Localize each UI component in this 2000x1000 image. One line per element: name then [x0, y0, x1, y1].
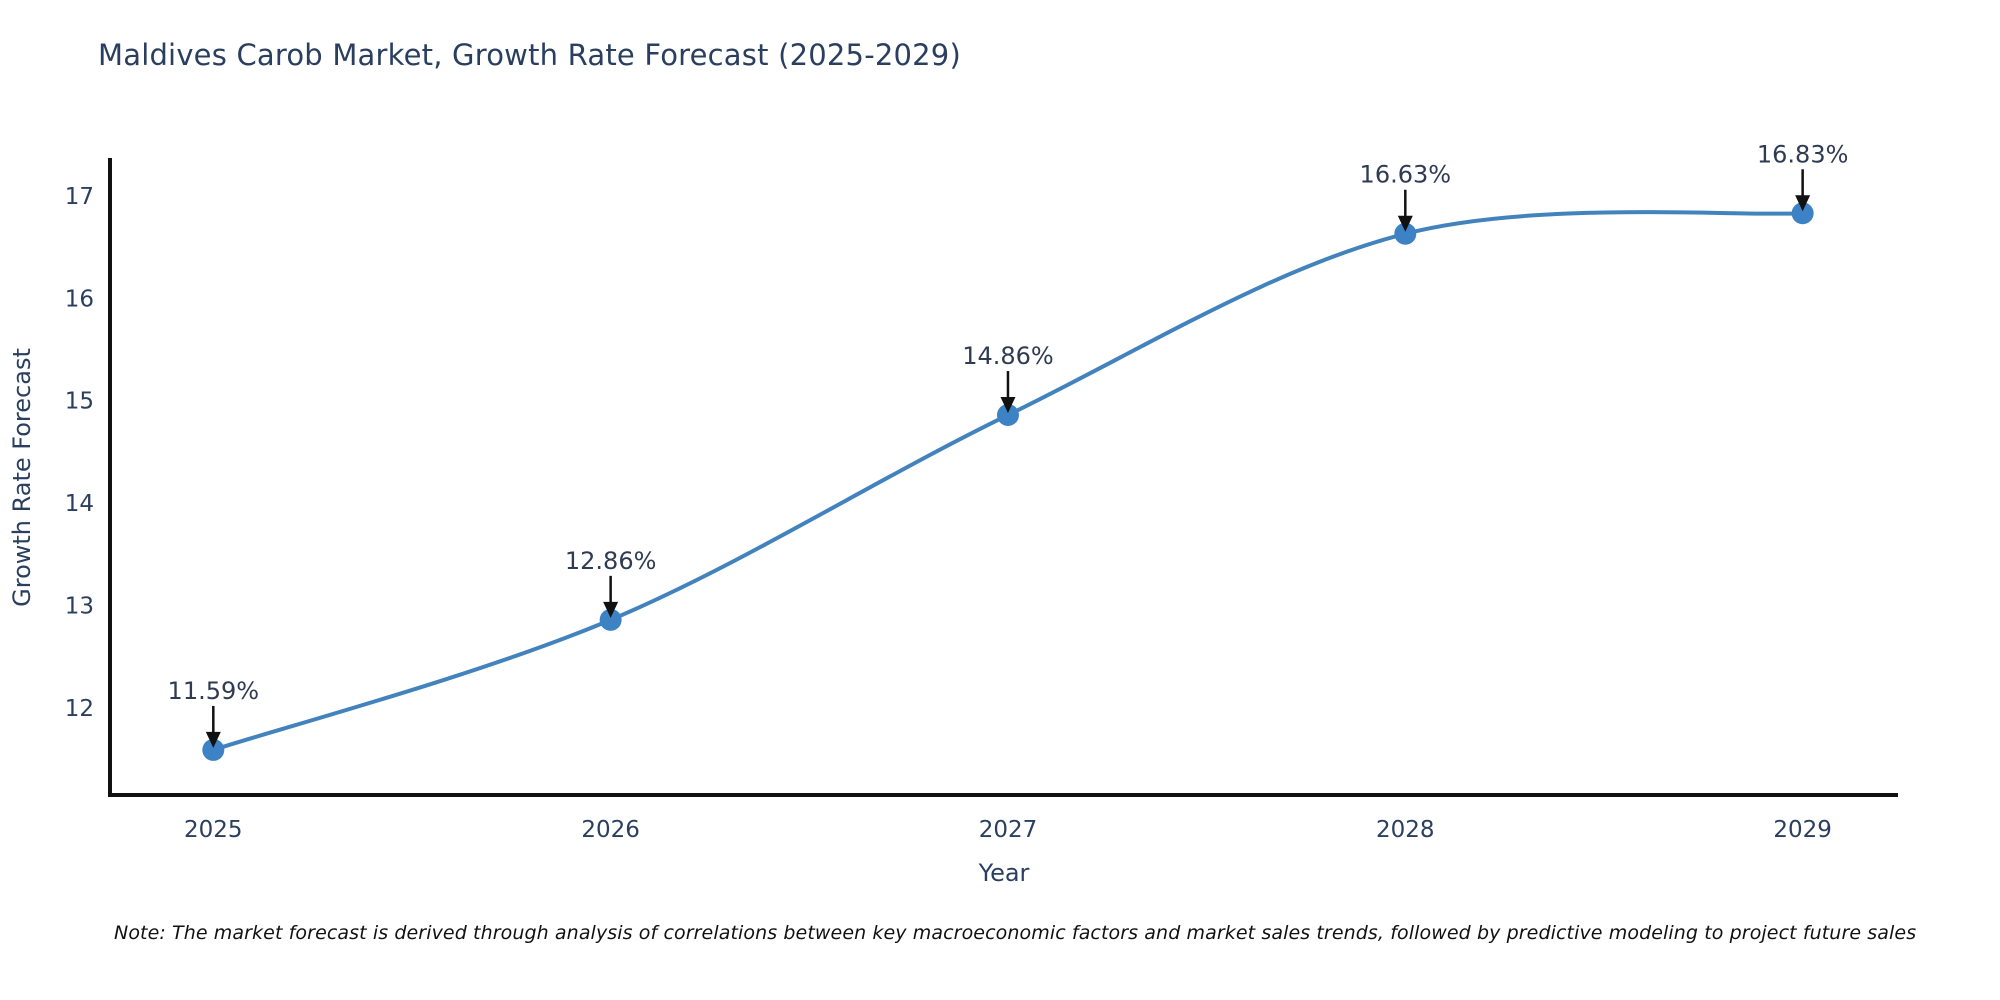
- annotation-label: 11.59%: [168, 677, 260, 705]
- footnote-text: Note: The market forecast is derived thr…: [114, 922, 1917, 944]
- y-tick-label: 12: [65, 696, 94, 722]
- x-tick-label: 2025: [184, 817, 243, 843]
- annotation-label: 14.86%: [962, 342, 1054, 370]
- data-point-marker[interactable]: [1791, 202, 1814, 225]
- data-point-marker[interactable]: [996, 404, 1019, 427]
- chart-canvas[interactable]: 12 13 14 15 16 17 2025 2026 2027 2028 2029 Year Grow…: [0, 0, 2000, 900]
- annotation-label: 16.63%: [1360, 161, 1452, 189]
- annotation-arrow-head: [1000, 397, 1016, 414]
- y-tick-label: 14: [65, 491, 94, 517]
- annotation-arrow-head: [1795, 195, 1811, 212]
- x-tick-label: 2029: [1773, 817, 1832, 843]
- y-tick-label: 16: [65, 286, 94, 312]
- data-point-marker[interactable]: [599, 608, 622, 631]
- annotation-arrow-head: [1397, 215, 1413, 232]
- x-tick-label: 2026: [581, 817, 640, 843]
- chart-title: Maldives Carob Market, Growth Rate Forec…: [98, 38, 961, 72]
- y-tick-label: 13: [65, 594, 94, 620]
- forecast-line: [211, 210, 1805, 752]
- x-tick-label: 2028: [1376, 817, 1435, 843]
- annotation-label: 16.83%: [1757, 140, 1849, 168]
- y-axis-title: Growth Rate Forecast: [8, 348, 36, 607]
- annotation-arrow-head: [205, 731, 221, 748]
- x-tick-label: 2027: [979, 817, 1038, 843]
- annotation-arrow-head: [603, 601, 619, 618]
- y-tick-label: 17: [65, 184, 94, 210]
- annotation-label: 12.86%: [565, 547, 657, 575]
- data-point-marker[interactable]: [1394, 222, 1417, 245]
- data-point-marker[interactable]: [202, 738, 225, 761]
- x-axis-title: Year: [978, 859, 1030, 887]
- y-tick-label: 15: [65, 389, 94, 415]
